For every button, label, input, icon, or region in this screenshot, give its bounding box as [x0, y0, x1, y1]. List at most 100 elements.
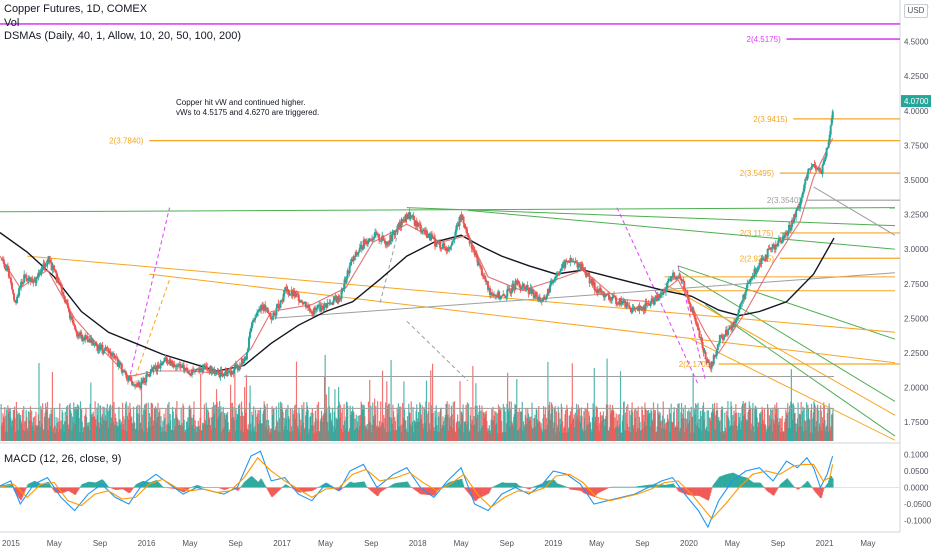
- candle-body: [98, 344, 101, 350]
- time-tick-label: 2015: [2, 539, 20, 548]
- candle-body: [574, 261, 577, 263]
- volume-bar: [629, 432, 631, 441]
- macd-histogram-bar: [226, 487, 229, 489]
- volume-bar: [577, 404, 580, 441]
- macd-histogram-bar: [309, 487, 312, 492]
- macd-histogram-bar: [256, 480, 258, 488]
- macd-histogram-bar: [64, 487, 66, 493]
- volume-bar: [440, 407, 442, 441]
- macd-histogram-bar: [686, 487, 688, 495]
- volume-bar: [426, 413, 428, 441]
- candle-body: [517, 280, 520, 284]
- macd-histogram-bar: [638, 486, 640, 488]
- volume-bar: [190, 417, 193, 441]
- volume-bar: [480, 428, 482, 441]
- candle-body: [200, 367, 203, 369]
- macd-histogram-bar: [50, 486, 52, 488]
- volume-bar: [814, 405, 816, 441]
- candle-body: [513, 289, 516, 291]
- volume-bar: [378, 420, 381, 441]
- macd-histogram-bar: [531, 487, 533, 488]
- volume-bar: [155, 421, 157, 441]
- macd-histogram-bar: [509, 482, 511, 488]
- volume-bar: [731, 425, 733, 441]
- candle-body: [756, 267, 759, 272]
- candle-body: [612, 295, 615, 299]
- level-label: 2(3.9415): [753, 115, 788, 124]
- candle-body: [679, 276, 682, 279]
- candle-body: [408, 212, 411, 220]
- volume-bar: [475, 417, 478, 441]
- macd-histogram-bar: [257, 482, 260, 488]
- candle-body: [411, 215, 414, 217]
- macd-histogram-bar: [791, 484, 793, 488]
- candle-body: [66, 303, 69, 309]
- volume-bar: [20, 415, 22, 441]
- volume-bar: [104, 421, 106, 441]
- volume-bar: [355, 428, 357, 441]
- macd-histogram-bar: [390, 485, 392, 488]
- macd-tick-label: -0.1000: [904, 516, 932, 525]
- dsmas-legend[interactable]: DSMAs (Daily, 40, 1, Allow, 10, 20, 50, …: [4, 30, 242, 42]
- macd-histogram-bar: [400, 482, 403, 488]
- candle-body: [559, 270, 562, 275]
- candle-body: [53, 269, 56, 271]
- macd-histogram-bar: [518, 485, 521, 488]
- volume-bar: [296, 412, 298, 441]
- volume-bar: [405, 420, 407, 441]
- volume-bar: [208, 418, 210, 441]
- candle-body: [782, 236, 785, 238]
- candle-body: [34, 280, 37, 283]
- candle-body: [194, 371, 197, 373]
- candle-body: [610, 297, 613, 301]
- candle-body: [459, 217, 462, 221]
- volume-bar: [424, 409, 426, 441]
- volume-bar: [338, 401, 340, 441]
- volume-bar: [236, 414, 238, 441]
- macd-histogram-bar: [229, 487, 232, 488]
- candle-body: [648, 304, 651, 306]
- volume-bar: [621, 420, 623, 441]
- macd-histogram-bar: [155, 480, 158, 488]
- chart-title[interactable]: Copper Futures, 1D, COMEX: [4, 3, 148, 15]
- macd-histogram-bar: [635, 486, 638, 488]
- volume-bar: [395, 429, 397, 441]
- volume-bar: [586, 425, 588, 441]
- volume-bar: [508, 412, 510, 441]
- volume-bar: [148, 413, 151, 441]
- candle-body: [9, 277, 12, 283]
- macd-histogram-bar: [721, 475, 723, 488]
- volume-bar: [798, 426, 800, 441]
- macd-histogram-bar: [487, 487, 490, 494]
- currency-button[interactable]: USD: [904, 4, 928, 18]
- volume-bar: [682, 407, 684, 441]
- macd-histogram-bar: [126, 487, 129, 492]
- volume-bar: [475, 383, 477, 441]
- candle-body: [385, 243, 388, 246]
- volume-bar: [608, 427, 611, 441]
- macd-histogram-bar: [240, 486, 243, 488]
- volume-bar: [524, 426, 526, 441]
- volume-bar: [489, 432, 492, 441]
- candle-body: [267, 309, 270, 313]
- candle-body: [618, 302, 621, 305]
- volume-bar: [665, 429, 667, 441]
- volume-bar: [250, 423, 252, 441]
- macd-histogram-bar: [287, 486, 290, 488]
- macd-histogram-bar: [751, 481, 754, 488]
- macd-histogram-bar: [94, 482, 97, 488]
- macd-legend[interactable]: MACD (12, 26, close, 9): [4, 453, 122, 465]
- macd-histogram-bar: [72, 487, 75, 494]
- volume-bar: [112, 356, 114, 441]
- macd-histogram-bar: [280, 487, 282, 489]
- macd-histogram-bar: [360, 481, 363, 488]
- candle-body: [283, 290, 286, 294]
- axes: 4.75004.50004.25004.00003.75003.50003.25…: [2, 3, 932, 548]
- volume-bar: [153, 420, 155, 441]
- volume-bar: [189, 410, 191, 441]
- candle-body: [13, 293, 16, 300]
- candle-body: [371, 238, 374, 241]
- volume-bar: [71, 416, 74, 441]
- volume-legend[interactable]: Vol: [4, 17, 20, 29]
